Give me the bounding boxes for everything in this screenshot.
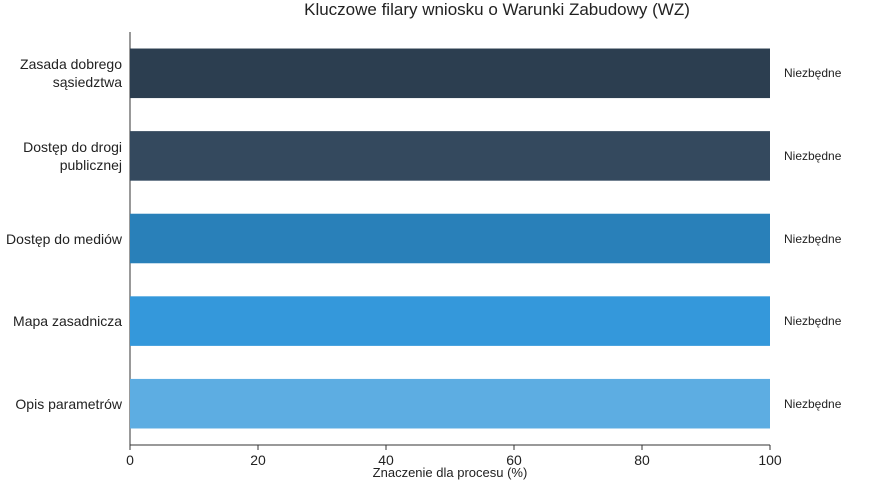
chart-title: Kluczowe filary wniosku o Warunki Zabudo… <box>304 0 690 19</box>
x-tick-label: 60 <box>506 452 522 468</box>
y-tick-label: Opis parametrów <box>15 395 122 412</box>
value-label: Niezbędne <box>784 314 842 329</box>
x-tick-label: 20 <box>250 452 266 468</box>
x-tick-label: 0 <box>126 452 134 468</box>
value-label: Niezbędne <box>784 66 842 81</box>
y-tick-label: Dostęp do drogi publicznej <box>23 138 122 173</box>
bar <box>130 131 770 181</box>
value-label: Niezbędne <box>784 231 842 246</box>
bar <box>130 378 770 429</box>
y-tick-label: Dostęp do mediów <box>6 230 122 247</box>
x-tick-label: 80 <box>634 452 650 468</box>
y-tick-label: Zasada dobrego sąsiedztwa <box>20 56 122 91</box>
bar <box>130 213 770 264</box>
value-label: Niezbędne <box>784 396 842 411</box>
bar <box>130 296 770 346</box>
x-tick-label: 40 <box>378 452 394 468</box>
y-tick-label: Mapa zasadnicza <box>13 313 122 330</box>
x-tick-label: 100 <box>758 452 782 468</box>
x-axis-label: Znaczenie dla procesu (%) <box>372 465 528 480</box>
value-label: Niezbędne <box>784 148 842 163</box>
bar <box>130 48 770 99</box>
